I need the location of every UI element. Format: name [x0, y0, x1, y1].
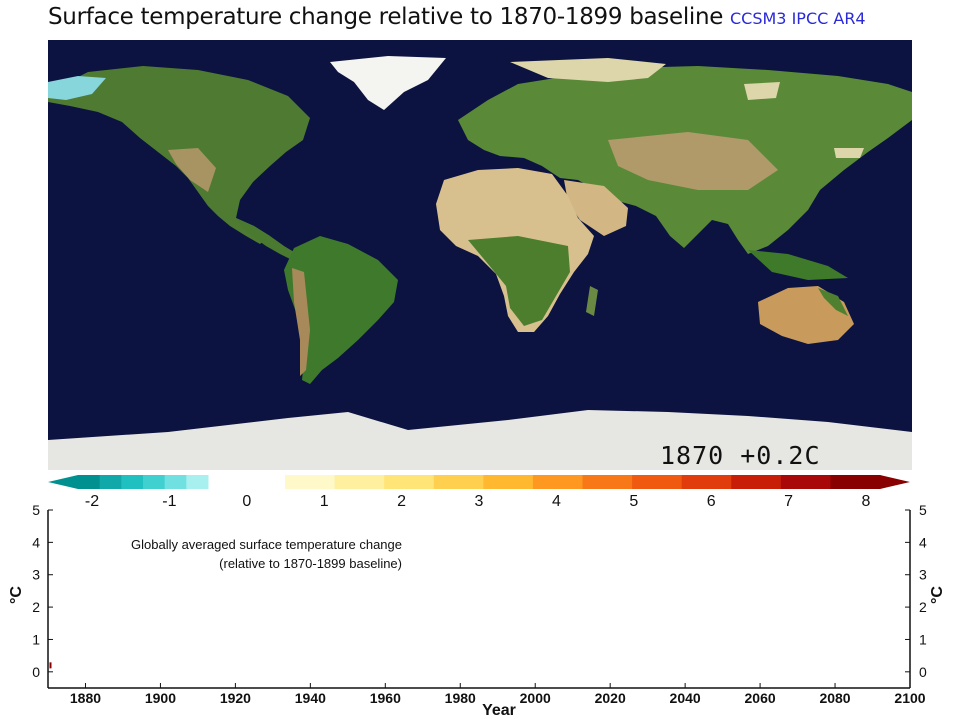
colorbar-cell-cold: [164, 475, 187, 489]
x-tick-label: 2020: [595, 690, 626, 706]
colorbar-tick-label: 7: [784, 493, 793, 510]
x-tick-label: 2080: [819, 690, 850, 706]
colorbar-tick-label: 8: [862, 493, 871, 510]
colorbar-cell-warm: [780, 475, 831, 489]
x-tick-label: 2040: [670, 690, 701, 706]
colorbar-cell-warm: [384, 475, 435, 489]
colorbar-cell-cold: [143, 475, 166, 489]
x-axis-label: Year: [482, 702, 516, 719]
se-asia-islands: [748, 250, 848, 280]
sa-andes: [292, 268, 310, 376]
y-tick-label-right: 4: [919, 534, 927, 550]
color-scale: -2 -1 0 1 2 3 4 5 6 7 8: [48, 475, 910, 510]
greenland: [330, 56, 446, 110]
page-title: Surface temperature change relative to 1…: [48, 4, 724, 30]
colorbar-cell-warm: [632, 475, 683, 489]
africa-vegetation: [468, 236, 570, 326]
model-label: CCSM3 IPCC AR4: [730, 9, 866, 28]
y-tick-label-left: 2: [32, 599, 40, 615]
cold-patch-alaska: [48, 76, 106, 100]
pale-patch-east: [834, 148, 864, 158]
colorbar-tick-label: 3: [475, 493, 484, 510]
x-tick-label: 2000: [520, 690, 551, 706]
x-tick-label: 2100: [894, 690, 925, 706]
colorbar-cell-warm: [582, 475, 633, 489]
y-tick-label-left: 4: [32, 534, 40, 550]
y-tick-label-left: 5: [32, 505, 40, 518]
colorbar-arrow-right: [880, 475, 910, 489]
madagascar: [586, 286, 598, 316]
x-tick-label: 1960: [370, 690, 401, 706]
colorbar-cell-warm: [681, 475, 732, 489]
colorbar-tick-label: 0: [242, 493, 251, 510]
y-tick-label-left: 1: [32, 631, 40, 647]
colorbar-tick-label: 5: [629, 493, 638, 510]
y-tick-label-left: 3: [32, 567, 40, 583]
colorbar-tick-label: 6: [707, 493, 716, 510]
antarctica: [48, 410, 912, 470]
colorbar-cell-warm: [731, 475, 782, 489]
y-tick-label-right: 0: [919, 664, 927, 680]
colorbar-cell-cold: [121, 475, 144, 489]
colorbar-cell-warm: [334, 475, 385, 489]
colorbar-tick-label: 2: [397, 493, 406, 510]
chart-annotation-line-1: Globally averaged surface temperature ch…: [131, 537, 402, 552]
y-tick-label-left: 0: [32, 664, 40, 680]
colorbar-tick-label: -2: [85, 493, 99, 510]
colorbar-tick-label: 4: [552, 493, 561, 510]
colorbar-cell-warm: [285, 475, 336, 489]
australia-coast: [818, 288, 848, 316]
colorbar-cell-warm: [532, 475, 583, 489]
x-tick-label: 1980: [445, 690, 476, 706]
colorbar-cell-warm: [483, 475, 534, 489]
chart-annotation-line-2: (relative to 1870-1899 baseline): [219, 556, 402, 571]
pale-patch-siberia: [510, 58, 666, 82]
arabia: [564, 180, 628, 236]
y-tick-label-right: 1: [919, 631, 927, 647]
central-america: [236, 218, 294, 260]
y-tick-label-right: 2: [919, 599, 927, 615]
global-temperature-chart: 0 0 1 1 2 2 3 3 4 4 5 5 1880 1900 1920 1940 1960 1980 2000…: [8, 505, 946, 719]
x-tick-label: 2060: [745, 690, 776, 706]
y-axis-label-left: °C: [8, 586, 25, 604]
x-tick-label: 1880: [70, 690, 101, 706]
colorbar-cell-warm: [433, 475, 484, 489]
x-tick-label: 1900: [145, 690, 176, 706]
series-point: [49, 662, 52, 669]
colorbar-arrow-left: [48, 475, 78, 489]
asia-highland: [608, 132, 778, 190]
na-desert: [168, 148, 216, 192]
colorbar-tick-label: -1: [162, 493, 176, 510]
y-axis-label-right: °C: [929, 586, 946, 604]
colorbar-cell-warm: [830, 475, 881, 489]
x-tick-label: 1920: [220, 690, 251, 706]
south-america: [284, 236, 398, 384]
y-tick-label-right: 5: [919, 505, 927, 518]
colorbar-cell-cold: [99, 475, 122, 489]
x-tick-label: 1940: [295, 690, 326, 706]
colorbar-cell-cold: [78, 475, 101, 489]
world-map: [48, 40, 912, 470]
year-anomaly-stamp: 1870 +0.2C: [660, 441, 821, 470]
colorbar-cell-cold: [186, 475, 209, 489]
pale-patch-asia: [744, 82, 780, 100]
y-tick-label-right: 3: [919, 567, 927, 583]
colorbar-tick-label: 1: [320, 493, 329, 510]
